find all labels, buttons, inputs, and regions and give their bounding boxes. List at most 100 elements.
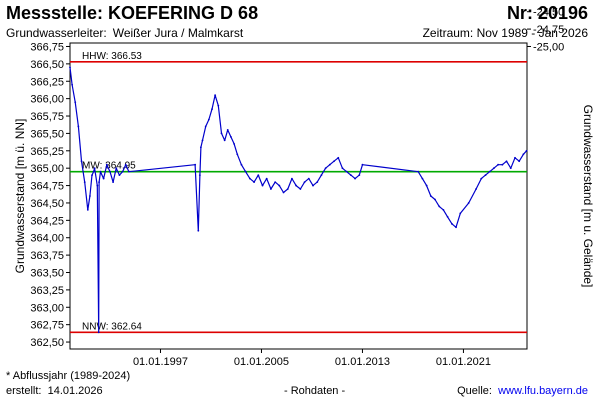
x-tick-label: 01.01.2005 <box>234 356 289 368</box>
y-tick-label: 365,75 <box>30 111 64 123</box>
y2-tick-label: -24,25 <box>533 0 564 1</box>
station-number: Nr: 20196 <box>506 3 588 23</box>
data-point <box>345 170 348 173</box>
y-tick-label: 366,75 <box>30 41 64 53</box>
data-point <box>455 226 457 229</box>
data-point <box>102 177 105 180</box>
source-label: Quelle: <box>457 385 492 397</box>
data-point <box>480 177 483 180</box>
data-point <box>324 167 327 170</box>
data-point <box>194 163 197 166</box>
data-point <box>253 181 255 183</box>
data-point <box>204 125 207 128</box>
data-point <box>525 149 528 152</box>
data-point <box>77 125 80 128</box>
period-label: Zeitraum: Nov 1989 - Jan 2026 <box>422 26 588 40</box>
data-point <box>214 94 217 97</box>
aquifer-info: Grundwasserleiter: Weißer Jura / Malmkars… <box>6 26 249 40</box>
data-point <box>446 215 449 218</box>
data-point <box>230 135 232 138</box>
data-point <box>492 167 495 170</box>
data-point <box>282 191 285 194</box>
y-tick-label: 363,25 <box>30 285 64 297</box>
raw-data-note: - Rohdaten - <box>284 385 346 397</box>
data-point <box>425 184 428 187</box>
data-point <box>316 181 319 183</box>
data-point <box>505 160 508 163</box>
data-point <box>337 156 340 159</box>
data-point <box>320 174 323 177</box>
y-tick-label: 364,00 <box>30 233 64 245</box>
data-point <box>199 146 202 149</box>
data-point <box>522 153 525 156</box>
data-point <box>223 139 226 142</box>
data-point <box>98 181 100 183</box>
x-tick-label: 01.01.2013 <box>335 356 390 368</box>
data-point <box>211 108 213 110</box>
data-point <box>307 177 310 180</box>
y2-tick-label: -25,00 <box>533 41 564 53</box>
data-point <box>74 101 77 104</box>
data-point <box>118 174 121 177</box>
y-tick-label: 365,50 <box>30 128 64 140</box>
data-point <box>240 163 243 166</box>
data-point <box>442 209 445 211</box>
data-point <box>278 184 281 187</box>
y-tick-label: 365,00 <box>30 163 64 175</box>
data-point <box>89 195 91 197</box>
y-tick-label: 363,50 <box>30 268 64 280</box>
data-point <box>96 184 99 187</box>
data-point <box>341 167 344 170</box>
y-tick-label: 364,75 <box>30 181 64 193</box>
y-tick-label: 366,25 <box>30 76 64 88</box>
data-point <box>220 132 223 135</box>
data-point <box>417 170 420 173</box>
data-point <box>488 170 491 173</box>
data-point <box>312 184 314 187</box>
reference-label-nnw: NNW: 362.64 <box>82 321 142 332</box>
data-point <box>124 163 127 166</box>
source-link[interactable]: www.lfu.bayern.de <box>498 385 588 397</box>
data-point <box>358 174 361 177</box>
data-point <box>270 188 272 190</box>
y-tick-label: 362,50 <box>30 337 64 349</box>
data-point <box>459 212 462 215</box>
y-tick-label: 364,25 <box>30 215 64 227</box>
created-value: 14.01.2026 <box>47 385 103 397</box>
source: Quelle: www.lfu.bayern.de <box>457 385 588 397</box>
data-point <box>299 188 302 190</box>
data-point <box>97 331 100 334</box>
y-tick-label: 366,00 <box>30 94 64 106</box>
data-point <box>197 229 200 232</box>
data-point <box>109 170 111 173</box>
data-point <box>80 160 83 163</box>
series-line <box>69 67 528 333</box>
page-title: Messstelle: KOEFERING D 68 <box>6 3 259 23</box>
data-point <box>274 181 277 183</box>
data-point <box>265 177 268 180</box>
data-point <box>484 174 487 177</box>
data-point <box>201 139 204 142</box>
chart-axes: 366,75 366,50 366,25 366,00 365,75 365,50 365,… <box>13 0 595 368</box>
data-point <box>518 160 521 163</box>
data-point <box>328 163 331 166</box>
y-axis-label: Grundwasserstand [m ü. NN] <box>13 119 27 274</box>
footnote: * Abflussjahr (1989-2024) <box>6 370 131 382</box>
data-point <box>361 163 364 166</box>
data-point <box>429 195 432 197</box>
data-point <box>354 177 356 180</box>
data-point <box>236 153 239 156</box>
data-point <box>127 170 130 173</box>
data-point <box>93 167 96 170</box>
reference-lines: HHW: 366.53 MW: 364.95 NNW: 362.64 <box>70 51 527 334</box>
data-point <box>475 188 477 190</box>
data-point <box>261 184 264 187</box>
data-point <box>450 222 453 225</box>
data-point <box>233 142 235 145</box>
data-point <box>434 198 436 201</box>
y-tick-label: 365,25 <box>30 146 64 158</box>
data-point <box>295 184 298 187</box>
data-point <box>248 177 251 180</box>
y2-tick-label: -24,75 <box>533 24 564 36</box>
data-point <box>112 181 114 183</box>
